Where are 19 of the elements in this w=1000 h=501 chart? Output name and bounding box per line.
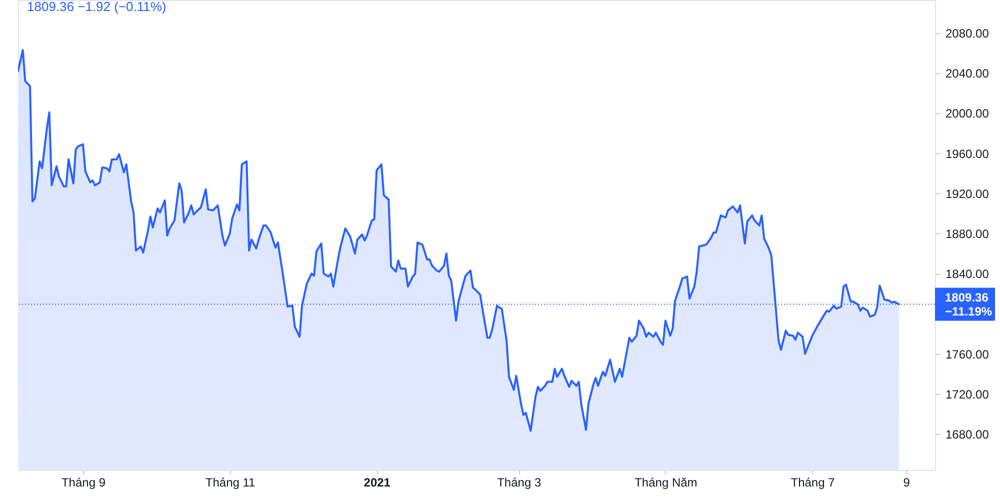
y-tick-label: 1840.00 [946,267,990,282]
x-tick-label: Tháng 7 [790,476,836,490]
y-tick-label: 1960.00 [946,146,990,161]
x-tick-label: Tháng 9 [61,476,106,490]
x-tick-label: 9 [903,476,910,490]
y-tick-label: 1920.00 [946,186,990,201]
chart-title: 1809.36 −1.92 (−0.11%) [27,0,166,14]
y-tick-label: 1680.00 [946,427,990,442]
y-tick-label: 2080.00 [946,26,990,41]
y-tick-label: 1760.00 [946,347,990,362]
ref-line-label: 1809.36 −11.19% [945,290,992,318]
y-tick-label: 1880.00 [946,226,990,241]
x-tick-label: Tháng 3 [497,476,542,490]
y-tick-label: 2000.00 [946,106,990,121]
x-tick-label: Tháng 11 [205,476,256,490]
y-tick-label: 2040.00 [946,66,990,81]
x-tick-label: 2021 [364,476,391,490]
y-tick-label: 1720.00 [946,387,990,402]
x-tick-label: Tháng Năm [634,476,698,490]
